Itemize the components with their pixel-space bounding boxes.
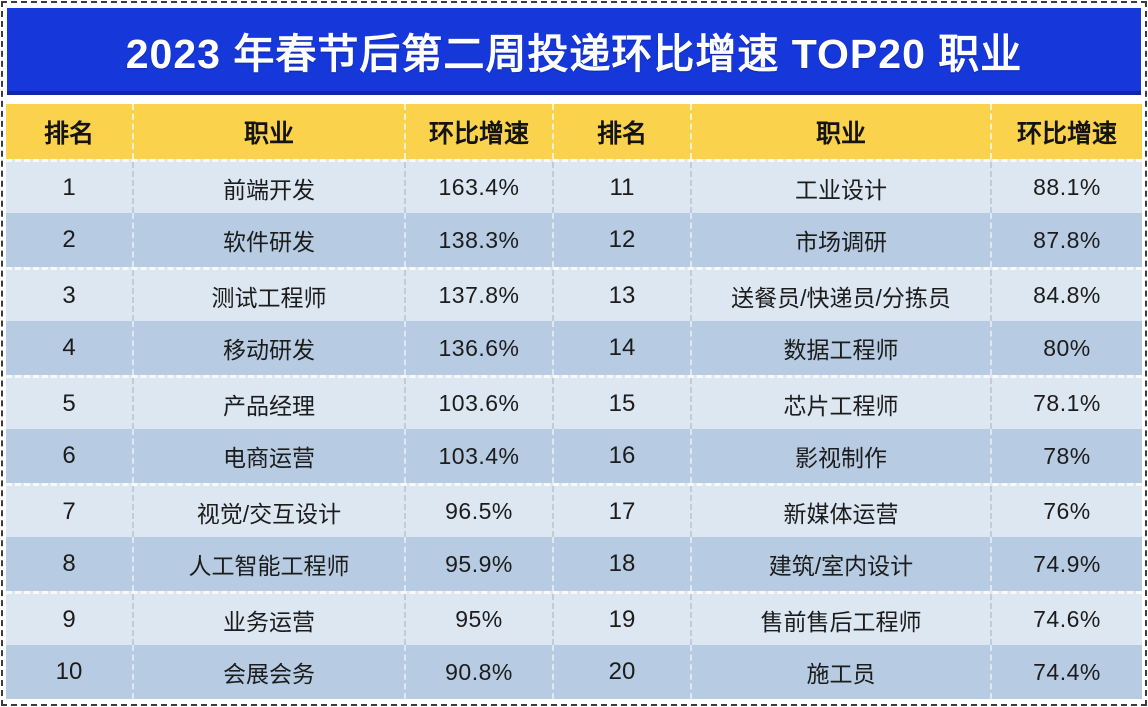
- page-title: 2023 年春节后第二周投递环比增速 TOP20 职业: [125, 30, 1023, 77]
- table-row: 8 人工智能工程师 95.9% 18 建筑/室内设计 74.9%: [6, 537, 1142, 591]
- growth-cell: 138.3%: [406, 213, 554, 267]
- rank-cell: 18: [554, 537, 692, 591]
- job-cell: 移动研发: [134, 321, 406, 375]
- table-row: 6 电商运营 103.4% 16 影视制作 78%: [6, 429, 1142, 483]
- rank-cell: 5: [6, 378, 134, 429]
- job-cell: 电商运营: [134, 429, 406, 483]
- rank-cell: 16: [554, 429, 692, 483]
- growth-cell: 95%: [406, 594, 554, 645]
- growth-cell: 96.5%: [406, 486, 554, 537]
- growth-cell: 78%: [1043, 442, 1091, 469]
- job-cell: 会展会务: [134, 645, 406, 699]
- job-cell: 影视制作: [692, 429, 992, 483]
- job-cell: 视觉/交互设计: [134, 486, 406, 537]
- table-row: 2 软件研发 138.3% 12 市场调研 87.8%: [6, 213, 1142, 267]
- table-header-row: 排名 职业 环比增速 排名 职业 环比增速: [6, 104, 1142, 159]
- job-cell: 人工智能工程师: [134, 537, 406, 591]
- top20-table: 排名 职业 环比增速 排名 职业 环比增速 1 前端开发 163.4% 11 工…: [6, 104, 1142, 699]
- growth-cell: 103.4%: [406, 429, 554, 483]
- rank-cell: 15: [554, 378, 692, 429]
- rank-cell: 17: [554, 486, 692, 537]
- rank-cell: 13: [554, 270, 692, 321]
- job-cell: 芯片工程师: [692, 378, 992, 429]
- job-cell: 市场调研: [692, 213, 992, 267]
- growth-cell: 80%: [1043, 334, 1091, 361]
- column-header-growth-left: 环比增速: [406, 104, 554, 159]
- growth-cell: 103.6%: [406, 378, 554, 429]
- rank-cell: 3: [6, 270, 134, 321]
- growth-cell: 88.1%: [1033, 174, 1101, 200]
- table-row: 1 前端开发 163.4% 11 工业设计 88.1%: [6, 159, 1142, 213]
- growth-cell: 76%: [1043, 498, 1091, 524]
- table-row: 4 移动研发 136.6% 14 数据工程师 80%: [6, 321, 1142, 375]
- growth-cell: 95.9%: [406, 537, 554, 591]
- column-header-job-left: 职业: [134, 104, 406, 159]
- rank-cell: 7: [6, 486, 134, 537]
- table-row: 9 业务运营 95% 19 售前售后工程师 74.6%: [6, 591, 1142, 645]
- rank-cell: 2: [6, 213, 134, 267]
- growth-cell: 136.6%: [406, 321, 554, 375]
- job-cell: 测试工程师: [134, 270, 406, 321]
- column-header-growth-right: 环比增速: [1016, 119, 1117, 148]
- column-header-rank-right: 排名: [554, 104, 692, 159]
- job-cell: 建筑/室内设计: [692, 537, 992, 591]
- rank-cell: 19: [554, 594, 692, 645]
- growth-cell: 137.8%: [406, 270, 554, 321]
- title-banner: 2023 年春节后第二周投递环比增速 TOP20 职业: [7, 8, 1141, 95]
- column-header-job-right: 职业: [692, 104, 992, 159]
- rank-cell: 1: [6, 162, 134, 213]
- rank-cell: 6: [6, 429, 134, 483]
- column-header-rank-left: 排名: [6, 104, 134, 159]
- table-row: 3 测试工程师 137.8% 13 送餐员/快递员/分拣员 84.8%: [6, 267, 1142, 321]
- growth-cell: 90.8%: [406, 645, 554, 699]
- growth-cell: 84.8%: [1033, 282, 1101, 308]
- job-cell: 送餐员/快递员/分拣员: [692, 270, 992, 321]
- rank-cell: 12: [554, 213, 692, 267]
- table-row: 7 视觉/交互设计 96.5% 17 新媒体运营 76%: [6, 483, 1142, 537]
- table-row: 10 会展会务 90.8% 20 施工员 74.4%: [6, 645, 1142, 699]
- rank-cell: 20: [554, 645, 692, 699]
- table-row: 5 产品经理 103.6% 15 芯片工程师 78.1%: [6, 375, 1142, 429]
- rank-cell: 4: [6, 321, 134, 375]
- growth-cell: 87.8%: [1033, 226, 1101, 253]
- growth-cell: 163.4%: [406, 162, 554, 213]
- rank-cell: 14: [554, 321, 692, 375]
- growth-cell: 78.1%: [1033, 390, 1101, 416]
- growth-cell: 74.9%: [1033, 550, 1101, 577]
- job-cell: 前端开发: [134, 162, 406, 213]
- rank-cell: 8: [6, 537, 134, 591]
- job-cell: 工业设计: [692, 162, 992, 213]
- growth-cell: 74.4%: [1033, 658, 1101, 685]
- job-cell: 售前售后工程师: [692, 594, 992, 645]
- rank-cell: 10: [6, 645, 134, 699]
- rank-cell: 9: [6, 594, 134, 645]
- job-cell: 施工员: [692, 645, 992, 699]
- job-cell: 数据工程师: [692, 321, 992, 375]
- job-cell: 新媒体运营: [692, 486, 992, 537]
- growth-cell: 74.6%: [1033, 606, 1101, 632]
- job-cell: 业务运营: [134, 594, 406, 645]
- job-cell: 产品经理: [134, 378, 406, 429]
- rank-cell: 11: [554, 162, 692, 213]
- job-cell: 软件研发: [134, 213, 406, 267]
